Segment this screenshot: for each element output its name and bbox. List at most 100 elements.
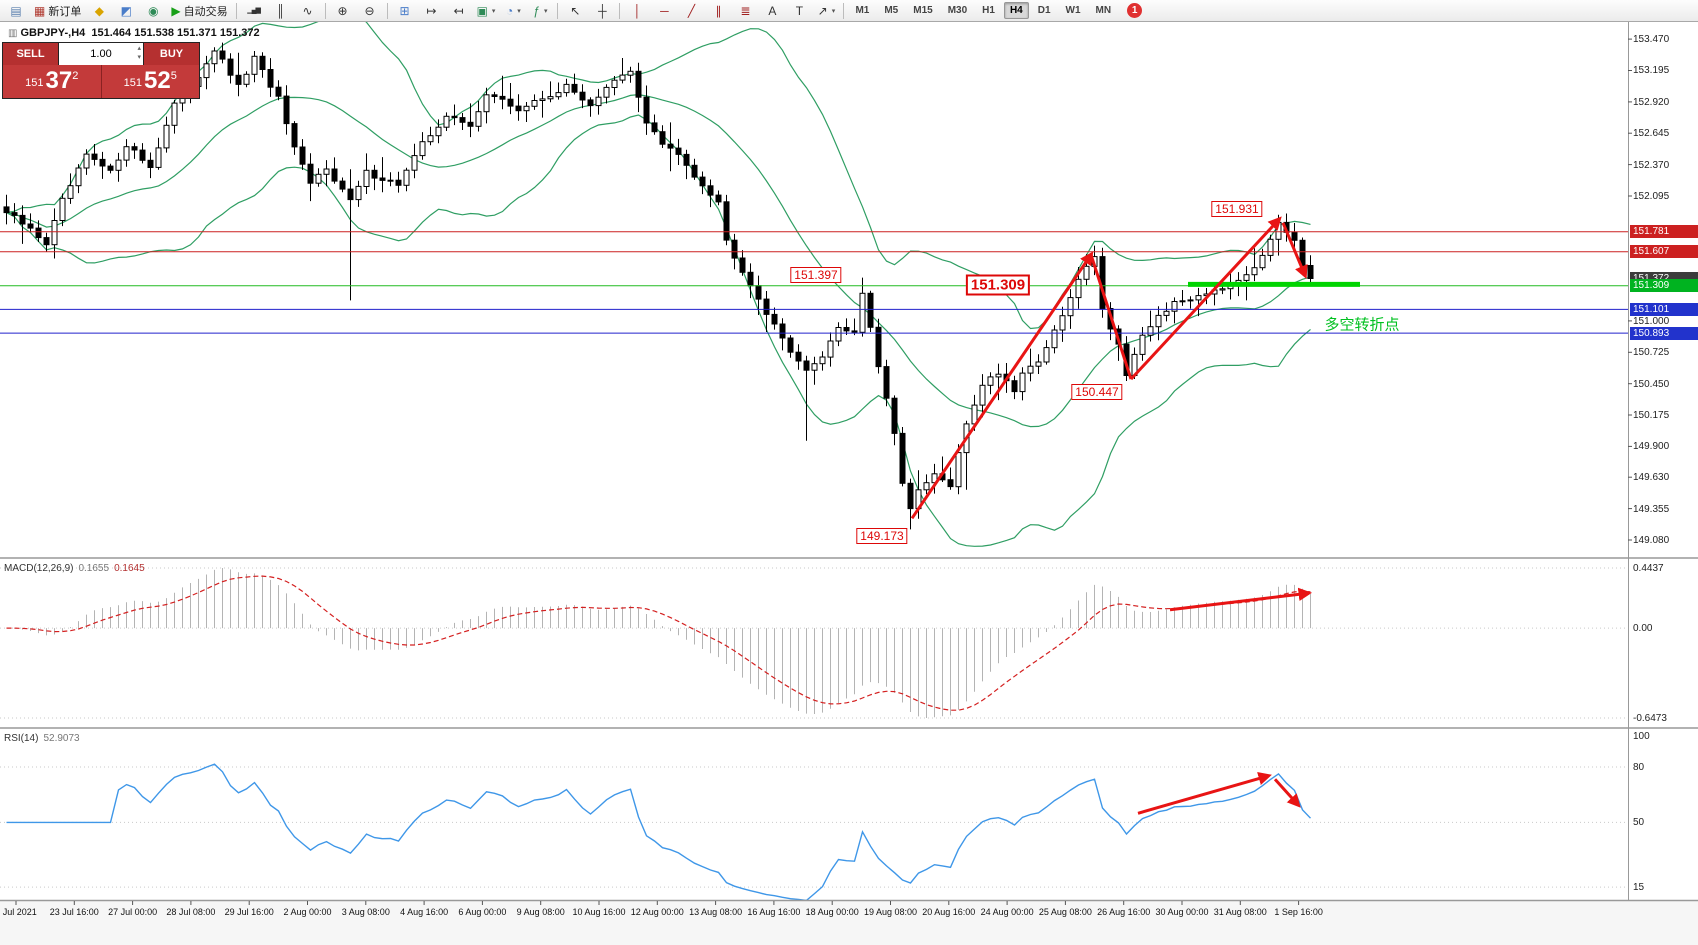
notification-badge[interactable]: 1 xyxy=(1127,3,1143,18)
rsi-trend-arrow[interactable] xyxy=(1273,778,1301,808)
line-chart-icon[interactable]: ∿ xyxy=(295,1,321,21)
volume-down-icon[interactable]: ▾ xyxy=(137,54,141,61)
text-icon: A xyxy=(768,3,777,18)
macd-name: MACD(12,26,9) xyxy=(4,563,74,574)
chart-shift-icon: ↤ xyxy=(453,3,464,18)
trend-arrow[interactable] xyxy=(1281,222,1308,280)
chevron-down-icon: ▾ xyxy=(517,7,521,15)
candle-chart-icon[interactable]: ║ xyxy=(268,1,294,21)
fibonacci-icon[interactable]: ≣ xyxy=(732,1,758,21)
symbol-icon: ▥ xyxy=(8,28,18,39)
bar-chart-icon[interactable]: ▁▄▆ xyxy=(241,1,267,21)
indicators-icon[interactable]: ƒ ▾ xyxy=(527,1,553,21)
crosshair-icon[interactable]: ┼ xyxy=(589,1,615,21)
ask-big-digits: 52 xyxy=(144,67,171,94)
toolbar-separator xyxy=(386,2,388,19)
chart-window-icon: ▤ xyxy=(10,3,22,18)
auto-trading-button-label: 自动交易 xyxy=(183,5,228,18)
timeframe-m1-button[interactable]: M1 xyxy=(855,5,870,16)
macd-value-1: 0.1655 xyxy=(78,563,110,574)
rsi-header: RSI(14) 52.9073 xyxy=(4,733,80,744)
rsi-layer xyxy=(6,763,1312,900)
timeframe-d1-button[interactable]: D1 xyxy=(1037,5,1051,16)
timeframe-w1-button[interactable]: W1 xyxy=(1065,5,1081,16)
timeframe-m30-button[interactable]: M30 xyxy=(947,5,968,16)
rsi-trend-arrow[interactable] xyxy=(1137,772,1272,815)
tile-windows-icon[interactable]: ⊞ xyxy=(392,1,418,21)
arrows-icon[interactable]: ↗ ▾ xyxy=(813,1,839,21)
line-chart-icon: ∿ xyxy=(302,3,313,18)
cursor-icon[interactable]: ↖ xyxy=(562,1,588,21)
ask-prefix: 151 xyxy=(123,77,143,89)
toolbar-separator xyxy=(557,2,559,19)
vertical-line-icon[interactable]: │ xyxy=(624,1,650,21)
trendline-icon: ╱ xyxy=(687,3,696,18)
trend-arrow[interactable] xyxy=(1089,254,1133,380)
label-icon: T xyxy=(795,3,804,18)
buy-button[interactable]: BUY xyxy=(144,43,199,65)
toolbar-separator xyxy=(235,2,237,19)
arrows-icon: ↗ xyxy=(817,3,828,18)
new-order-button: ▦ xyxy=(34,3,46,18)
auto-trading-button[interactable]: ▶ 自动交易 xyxy=(167,1,231,21)
ask-sup-digit: 5 xyxy=(170,70,177,82)
volume-up-icon[interactable]: ▴ xyxy=(137,45,141,52)
macd-value-2: 0.1645 xyxy=(114,563,145,574)
bid-sup-digit: 2 xyxy=(72,70,79,82)
auto-scroll-icon: ↦ xyxy=(426,3,437,18)
profiles-icon: ◩ xyxy=(120,3,133,18)
label-icon[interactable]: T xyxy=(786,1,812,21)
chart-shift-icon[interactable]: ↤ xyxy=(446,1,472,21)
toolbar: ▤ ▦ 新订单 ◆ ◩ ◉ ▶ 自动交易 ▁▄▆ ║ ∿ ⊕ ⊖ ⊞ ↦ ↤ ▣ ▾ ◔ ▾ ƒ ▾ ↖ ┼ │ ─ ╱ ∥ ≣ A T ↗ ▾… xyxy=(0,0,1698,22)
zoom-out-icon[interactable]: ⊖ xyxy=(357,1,383,21)
candle-chart-icon: ║ xyxy=(276,3,285,18)
trendline-icon[interactable]: ╱ xyxy=(678,1,704,21)
chart-window-icon[interactable]: ▤ xyxy=(3,1,29,21)
alerts-icon: ◉ xyxy=(148,3,159,18)
ohlc-values: 151.464 151.538 151.371 151.372 xyxy=(91,27,260,39)
price-annotation[interactable]: 151.309 xyxy=(965,274,1031,296)
trend-arrow[interactable] xyxy=(1129,216,1282,381)
zoom-in-icon: ⊕ xyxy=(337,3,348,18)
crosshair-icon: ┼ xyxy=(598,3,607,18)
horizontal-line-icon[interactable]: ─ xyxy=(651,1,677,21)
chevron-down-icon: ▾ xyxy=(831,7,836,15)
price-annotation[interactable]: 151.931 xyxy=(1211,200,1263,217)
chevron-down-icon: ▾ xyxy=(491,7,496,15)
new-order-button[interactable]: ▦ 新订单 xyxy=(30,1,85,21)
trend-arrow[interactable] xyxy=(910,251,1094,520)
alerts-icon[interactable]: ◉ xyxy=(140,1,166,21)
templates-icon: ◔ xyxy=(506,3,514,18)
bid-price[interactable]: 151 37 2 xyxy=(3,65,102,98)
bar-chart-icon: ▁▄▆ xyxy=(247,6,261,14)
volume-input[interactable]: 1.00 ▴ ▾ xyxy=(58,43,144,65)
zoom-in-icon[interactable]: ⊕ xyxy=(330,1,356,21)
timeframe-mn-button[interactable]: MN xyxy=(1095,5,1112,16)
new-order-button-label: 新订单 xyxy=(48,5,82,18)
bollinger-bands-layer xyxy=(6,22,1311,547)
sell-button[interactable]: SELL xyxy=(3,43,58,65)
price-annotation[interactable]: 151.397 xyxy=(790,267,842,284)
ask-price[interactable]: 151 52 5 xyxy=(101,65,199,98)
timeframe-h4-button[interactable]: H4 xyxy=(1003,2,1029,19)
one-click-trade-panel: SELL 1.00 ▴ ▾ BUY 151 37 2 151 52 5 xyxy=(2,42,200,99)
indicators-icon: ƒ xyxy=(533,3,541,18)
new-chart-icon[interactable]: ▣ ▾ xyxy=(473,1,500,21)
timeframe-m5-button[interactable]: M5 xyxy=(884,5,899,16)
templates-icon[interactable]: ◔ ▾ xyxy=(500,1,526,21)
market-watch-icon[interactable]: ◆ xyxy=(86,1,112,21)
rsi-value: 52.9073 xyxy=(43,733,80,744)
price-annotation[interactable]: 149.173 xyxy=(856,527,908,544)
channel-icon[interactable]: ∥ xyxy=(705,1,731,21)
auto-scroll-icon[interactable]: ↦ xyxy=(419,1,445,21)
macd-trend-arrow[interactable] xyxy=(1169,587,1313,612)
profiles-icon[interactable]: ◩ xyxy=(113,1,139,21)
text-icon[interactable]: A xyxy=(759,1,785,21)
timeframe-m15-button[interactable]: M15 xyxy=(913,5,933,16)
timeframe-h1-button[interactable]: H1 xyxy=(982,5,995,16)
price-annotation[interactable]: 150.447 xyxy=(1071,383,1123,400)
volume-value: 1.00 xyxy=(90,48,112,60)
bid-prefix: 151 xyxy=(25,77,44,89)
